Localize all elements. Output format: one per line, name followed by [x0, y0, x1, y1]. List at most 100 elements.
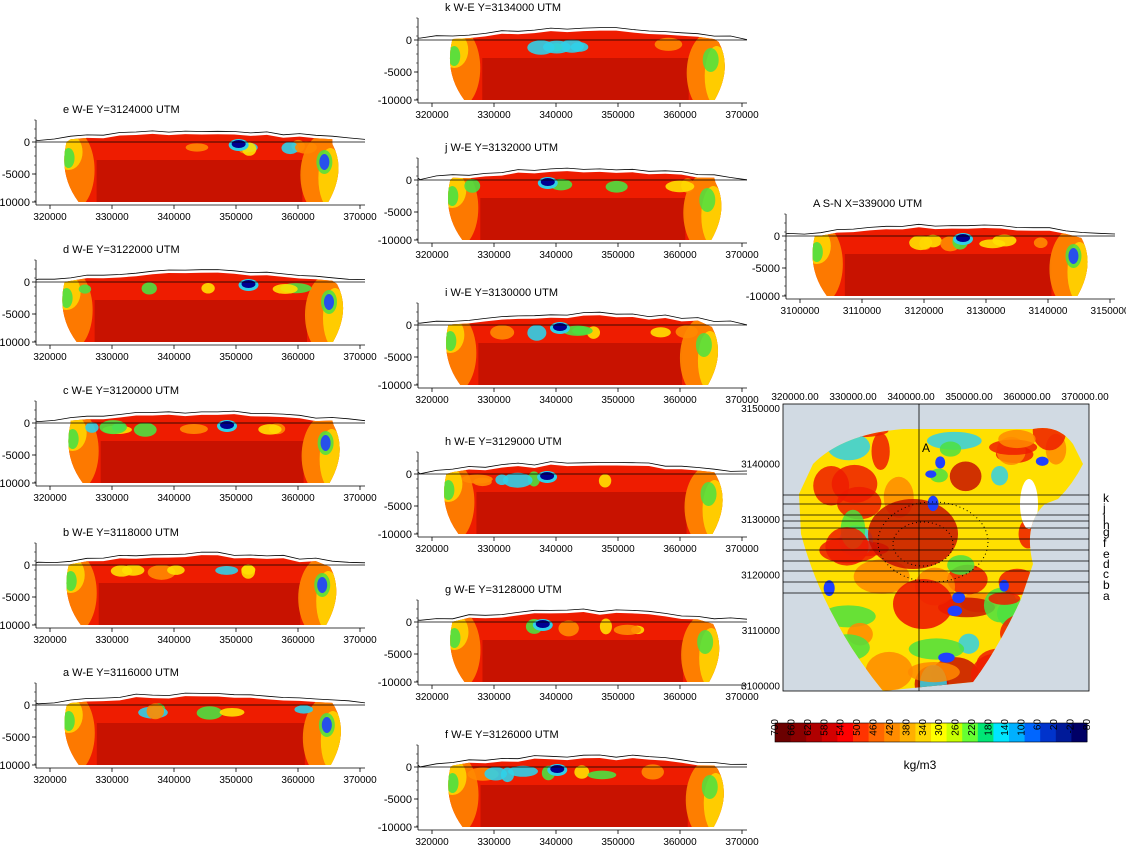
x-tick-label: 340000 [539, 692, 573, 703]
x-tick-label: 370000 [725, 692, 759, 703]
x-tick-label: 360000 [663, 544, 697, 555]
colorbar-tick-label: 220 [967, 719, 978, 736]
y-tick-label: -10000 [0, 197, 30, 209]
colorbar-swatch [993, 723, 1010, 742]
topography-line [417, 311, 748, 326]
map-x-tick-label: 350000.00 [945, 392, 993, 403]
density-section [64, 696, 341, 766]
x-tick-label: 320000 [415, 544, 449, 555]
y-tick-label: -10000 [378, 235, 412, 247]
topography-line [35, 692, 366, 705]
map-x-tick-label: 370000.00 [1061, 392, 1109, 403]
colorbar-swatch [821, 723, 838, 742]
x-tick-label: 370000 [343, 775, 377, 786]
colorbar-tick-label: 60 [1033, 719, 1044, 731]
x-tick-label: 340000 [539, 837, 573, 846]
colorbar-tick-label: 20 [1049, 719, 1060, 731]
y-tick-label: 0 [774, 231, 780, 243]
topography-line [35, 410, 366, 423]
y-tick-label: -10000 [378, 95, 412, 107]
y-tick-label: -10000 [378, 822, 412, 834]
x-tick-label: 340000 [539, 110, 573, 121]
colorbar-swatch [1055, 723, 1072, 742]
topography-line [35, 551, 366, 564]
y-tick-label: -10000 [0, 337, 30, 349]
x-tick-label: 320000 [33, 635, 67, 646]
y-tick-label: -5000 [2, 592, 30, 604]
density-section [448, 758, 724, 827]
x-tick-label: 330000 [95, 635, 129, 646]
map-y-tick-label: 3100000 [741, 682, 780, 693]
y-tick-label: -5000 [2, 450, 30, 462]
x-tick-label: 320000 [415, 250, 449, 261]
topography-line [417, 608, 748, 621]
density-section [450, 612, 720, 682]
colorbar-tick-label: 260 [951, 719, 962, 736]
x-tick-label: 330000 [477, 110, 511, 121]
x-tick-label: 3120000 [905, 306, 944, 317]
y-tick-label: -5000 [384, 649, 412, 661]
y-tick-label: -5000 [752, 263, 780, 275]
x-tick-label: 320000 [415, 110, 449, 121]
density-section [449, 30, 725, 101]
colorbar-swatch [790, 723, 807, 742]
x-tick-label: 330000 [95, 212, 129, 223]
x-tick-label: 370000 [725, 395, 759, 406]
colorbar-tick-label: 580 [819, 719, 830, 736]
colorbar-unit-label: kg/m3 [904, 758, 937, 772]
y-tick-label: -5000 [384, 207, 412, 219]
colorbar-tick-label: -20 [1066, 719, 1077, 734]
colorbar-swatch [806, 723, 823, 742]
x-tick-label: 370000 [343, 212, 377, 223]
topography-line [417, 461, 748, 475]
colorbar-swatch [946, 723, 963, 742]
density-section [446, 315, 719, 386]
colorbar-tick-label: -80 [1082, 719, 1093, 734]
colorbar-swatch [775, 723, 792, 742]
colorbar-swatch [853, 723, 870, 742]
x-tick-label: 3130000 [967, 306, 1006, 317]
x-tick-label: 360000 [663, 110, 697, 121]
y-tick-label: 0 [406, 320, 412, 332]
x-tick-label: 340000 [157, 212, 191, 223]
y-tick-label: -5000 [384, 794, 412, 806]
colorbar-swatch [899, 723, 916, 742]
map-x-tick-label: 330000.00 [829, 392, 877, 403]
x-tick-label: 340000 [157, 352, 191, 363]
colorbar-swatch [977, 723, 994, 742]
section-title: f W-E Y=3126000 UTM [445, 729, 559, 741]
x-tick-label: 340000 [539, 544, 573, 555]
density-section [448, 171, 722, 241]
y-tick-label: 0 [406, 617, 412, 629]
topography-line [785, 223, 1116, 235]
y-tick-label: 0 [406, 35, 412, 47]
y-tick-label: 0 [24, 418, 30, 430]
density-section [812, 227, 1088, 296]
x-tick-label: 330000 [95, 352, 129, 363]
y-tick-label: -10000 [0, 478, 30, 490]
colorbar-swatch [931, 723, 948, 742]
x-tick-label: 320000 [415, 395, 449, 406]
x-tick-label: 360000 [663, 837, 697, 846]
x-tick-label: 360000 [281, 212, 315, 223]
section-title: A S-N X=339000 UTM [813, 198, 922, 210]
x-tick-label: 360000 [281, 352, 315, 363]
colorbar-tick-label: 340 [918, 719, 929, 736]
colorbar-tick-label: 100 [1016, 719, 1027, 736]
map-y-tick-label: 3140000 [741, 460, 780, 471]
x-tick-label: 370000 [725, 110, 759, 121]
profile-label-A: A [922, 441, 930, 455]
x-tick-label: 370000 [343, 352, 377, 363]
line-label-h: h [1103, 518, 1110, 532]
x-tick-label: 350000 [219, 352, 253, 363]
x-tick-label: 350000 [601, 395, 635, 406]
x-tick-label: 3140000 [1029, 306, 1068, 317]
